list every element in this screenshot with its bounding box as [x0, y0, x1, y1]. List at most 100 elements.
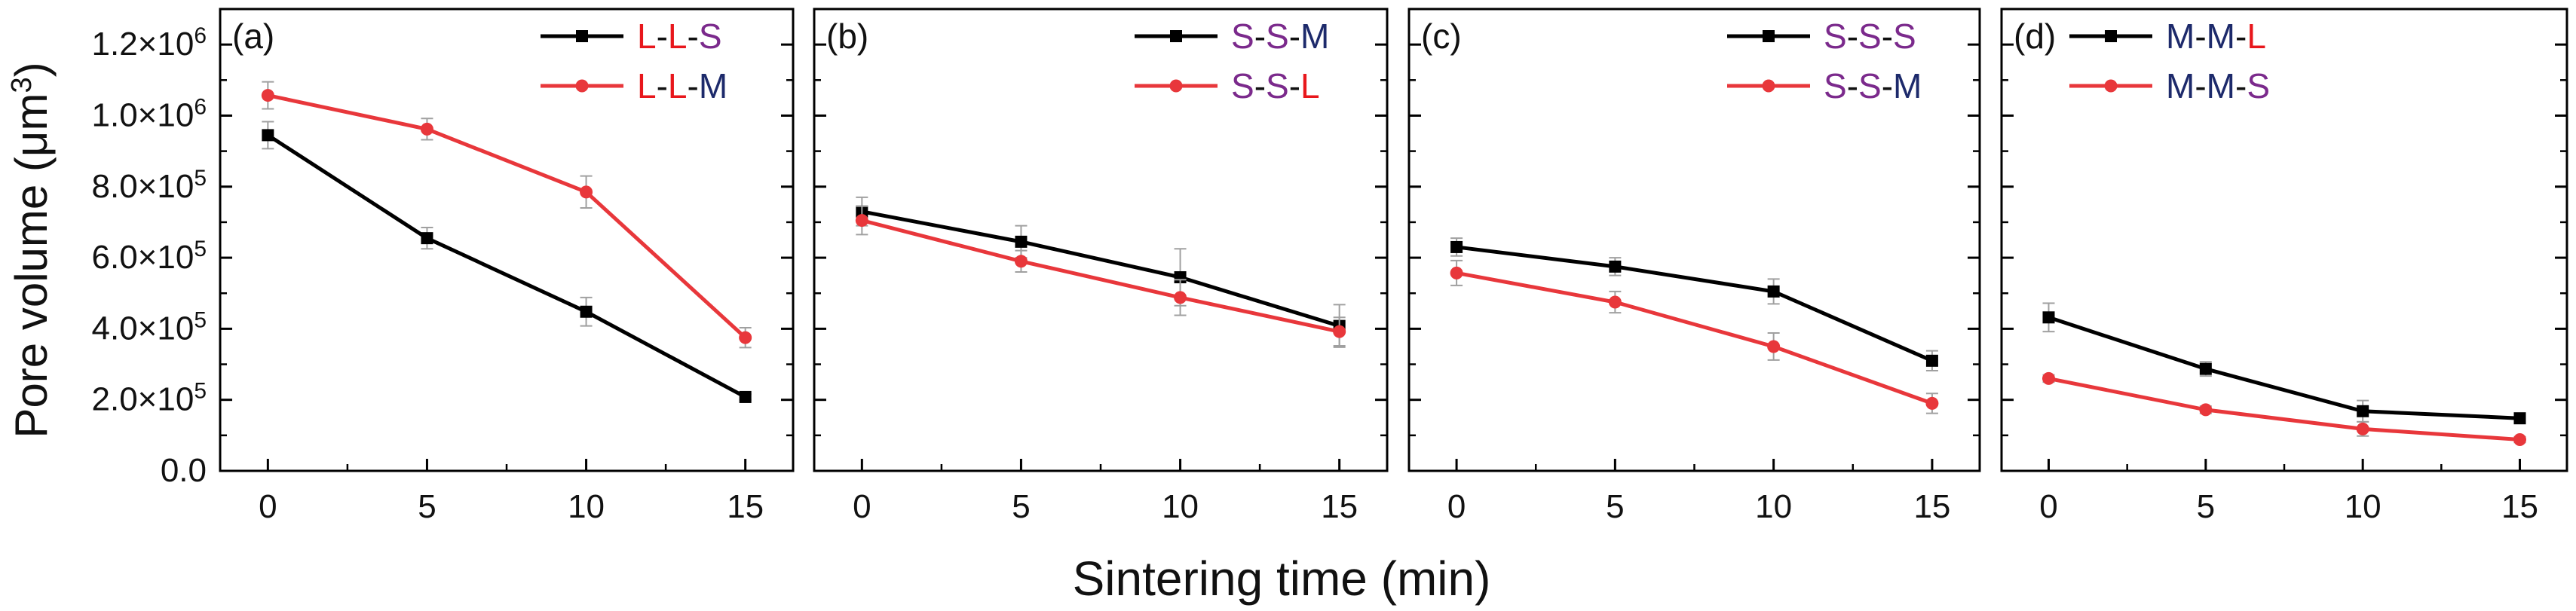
legend-dash: -	[1847, 66, 1858, 105]
x-tick-label: 15	[2501, 488, 2538, 525]
legend-label: S-S-L	[1231, 66, 1320, 105]
y-tick-label-mantissa: 4.0×10	[92, 310, 195, 347]
data-point	[2357, 405, 2369, 417]
data-point	[1450, 240, 1463, 253]
data-point	[2042, 311, 2055, 324]
x-tick-label: 0	[259, 488, 277, 525]
legend-marker	[1170, 30, 1182, 42]
panel-label: (b)	[826, 17, 868, 56]
series-line	[861, 218, 1340, 334]
y-tick-label-mantissa: 8.0×10	[92, 168, 195, 205]
legend-letter: L	[2247, 17, 2266, 56]
legend-letter: S	[1858, 17, 1882, 56]
legend-label: S-S-M	[1231, 17, 1329, 56]
legend-letter: M	[2166, 66, 2195, 105]
data-point	[261, 89, 274, 102]
data-point	[1767, 340, 1781, 353]
y-tick-label: 2.0×105	[92, 378, 207, 418]
legend-dash: -	[2235, 66, 2247, 105]
series-S-S-M	[1450, 259, 1939, 414]
data-point	[580, 305, 593, 318]
data-point	[262, 129, 274, 142]
legend-entry: L-L-M	[541, 66, 727, 105]
legend-entry: S-S-S	[1727, 17, 1916, 56]
legend-letter: S	[1266, 17, 1289, 56]
y-tick-label-exponent: 6	[194, 94, 207, 119]
legend-letter: L	[1300, 66, 1320, 105]
series-line	[1456, 270, 1933, 405]
legend-letter: S	[1231, 17, 1254, 56]
legend-letter: M	[2207, 17, 2235, 56]
y-tick-label-mantissa: 2.0×10	[92, 381, 195, 418]
data-point	[420, 122, 433, 136]
y-tick-label: 6.0×105	[92, 237, 207, 276]
legend-letter: L	[668, 17, 688, 56]
legend-marker	[2105, 30, 2117, 42]
series-L-L-S	[262, 121, 752, 403]
data-point	[739, 331, 752, 344]
data-point	[2199, 362, 2212, 375]
x-tick-label: 10	[1162, 488, 1199, 525]
y-tick-label-mantissa: 6.0×10	[92, 239, 195, 276]
data-point	[1450, 266, 1463, 280]
legend-dash: -	[2195, 17, 2206, 56]
data-point	[1333, 325, 1346, 338]
legend-entry: M-M-S	[2069, 66, 2270, 105]
y-axis-title-close: )	[6, 62, 57, 77]
y-tick-label-exponent: 5	[194, 307, 207, 332]
legend-dash: -	[1289, 17, 1300, 56]
y-axis-title-main: Pore volume (μm	[6, 93, 57, 438]
legend-letter: L	[637, 17, 657, 56]
y-axis-title-sup: 3	[6, 77, 38, 93]
panel-label: (a)	[232, 17, 274, 56]
legend-marker	[1169, 79, 1183, 93]
data-point	[1767, 285, 1780, 298]
legend-letter: S	[2247, 66, 2270, 105]
legend-letter: M	[2166, 17, 2195, 56]
legend-entry: S-S-M	[1135, 17, 1329, 56]
panel-label: (d)	[2014, 17, 2056, 56]
data-point	[1609, 260, 1622, 273]
x-tick-label: 10	[568, 488, 605, 525]
legend-dash: -	[1882, 17, 1893, 56]
x-tick-label: 5	[2197, 488, 2215, 525]
legend-letter: L	[637, 66, 657, 105]
legend-entry: S-S-M	[1727, 66, 1922, 105]
y-tick-label: 1.0×106	[92, 94, 207, 134]
panel-b: 0 5 10 15(b) S-S-MS-S-L	[813, 8, 1389, 525]
legend-letter: M	[1300, 17, 1329, 56]
y-tick-label-mantissa: 1.0×10	[92, 96, 195, 133]
legend-dash: -	[688, 17, 699, 56]
legend-letter: S	[1893, 17, 1916, 56]
legend-letter: M	[1893, 66, 1922, 105]
legend-dash: -	[1289, 66, 1300, 105]
data-point	[2199, 403, 2213, 417]
series-line	[861, 209, 1340, 328]
series-line	[266, 133, 746, 399]
legend-dash: -	[1254, 66, 1266, 105]
y-tick-label-exponent: 5	[194, 165, 207, 190]
legend-label: L-L-S	[637, 17, 722, 56]
legend-label: L-L-M	[637, 66, 727, 105]
legend-entry: M-M-L	[2069, 17, 2266, 56]
y-tick-label: 1.2×106	[92, 23, 207, 63]
legend-dash: -	[657, 66, 668, 105]
data-point	[1174, 291, 1187, 304]
y-axis: Pore volume (μm3)0.02.0×1054.0×1056.0×10…	[6, 23, 207, 489]
legend-entry: L-L-S	[541, 17, 722, 56]
series-S-S-M	[856, 196, 1346, 348]
y-axis-title: Pore volume (μm3)	[6, 62, 57, 438]
panel-a: 0 5 10 15(a) L-L-SL-L-M	[219, 8, 795, 525]
x-tick-label: 15	[727, 488, 764, 525]
legend-dash: -	[657, 17, 668, 56]
legend-letter: L	[668, 66, 688, 105]
x-tick-label: 10	[2345, 488, 2381, 525]
series-S-S-L	[855, 205, 1346, 347]
data-point	[2513, 433, 2526, 447]
x-tick-label: 0	[853, 488, 871, 525]
data-point	[580, 185, 593, 199]
y-tick-label: 0.0	[161, 452, 207, 489]
data-point	[1925, 354, 1938, 367]
y-tick-label-exponent: 5	[194, 378, 207, 403]
